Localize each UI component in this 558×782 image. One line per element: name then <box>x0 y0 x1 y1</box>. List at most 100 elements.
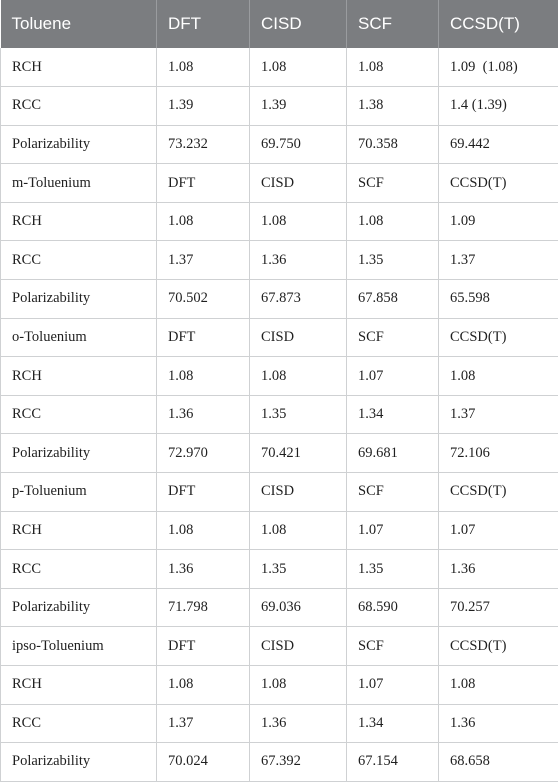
table-row: Polarizability 73.232 69.750 70.358 69.442 <box>0 125 558 165</box>
table-cell: CCSD(T) <box>438 626 558 666</box>
table-row: Polarizability 70.024 67.392 67.154 68.658 <box>0 742 558 782</box>
table-cell: 1.36 <box>249 240 347 281</box>
table-cell: 1.36 <box>438 549 558 589</box>
row-label-cell: ipso-Toluenium <box>0 626 157 666</box>
row-label-cell: p-Toluenium <box>0 472 157 512</box>
table-cell: 1.07 <box>438 511 558 551</box>
table-body: RCH 1.08 1.08 1.08 1.09 (1.08) RCC 1.39 1.39 1.3… <box>0 48 558 782</box>
header-cell-dft: DFT <box>156 0 250 48</box>
row-label-cell: RCH <box>0 511 157 551</box>
table-cell: 1.4 (1.39) <box>438 86 558 126</box>
row-label-cell: RCH <box>0 665 157 705</box>
table-row: RCC 1.37 1.36 1.34 1.36 <box>0 704 558 744</box>
table-cell: 1.08 <box>249 665 347 705</box>
row-label-cell: Polarizability <box>0 742 157 782</box>
table-cell: 1.35 <box>346 549 439 589</box>
row-label-cell: Polarizability <box>0 588 157 628</box>
table-cell: CISD <box>249 472 347 512</box>
header-cell-cisd: CISD <box>249 0 347 48</box>
table-cell: 1.08 <box>249 356 347 396</box>
table-row: RCH 1.08 1.08 1.08 1.09 <box>0 202 558 242</box>
row-label-cell: Polarizability <box>0 433 157 474</box>
table-cell: SCF <box>346 626 439 666</box>
table-cell: 72.970 <box>156 433 250 474</box>
table-row: ipso-Toluenium DFT CISD SCF CCSD(T) <box>0 626 558 666</box>
table-cell: 67.392 <box>249 742 347 782</box>
table-cell: 1.07 <box>346 665 439 705</box>
row-label-cell: RCC <box>0 704 157 744</box>
table-row: RCC 1.39 1.39 1.38 1.4 (1.39) <box>0 86 558 126</box>
table-cell: 1.36 <box>156 395 250 435</box>
table-cell: 69.681 <box>346 433 439 474</box>
table-cell: DFT <box>156 472 250 512</box>
table-cell: 1.36 <box>249 704 347 744</box>
table-cell: 1.08 <box>249 48 347 88</box>
table-cell: 1.38 <box>346 86 439 126</box>
table-cell: 1.08 <box>156 202 250 242</box>
table-row: RCH 1.08 1.08 1.07 1.08 <box>0 665 558 705</box>
table-cell: CISD <box>249 318 347 358</box>
row-label-cell: RCH <box>0 356 157 396</box>
table-cell: 1.09 <box>438 202 558 242</box>
table-row: RCH 1.08 1.08 1.07 1.07 <box>0 511 558 551</box>
table-row: RCC 1.37 1.36 1.35 1.37 <box>0 240 558 281</box>
table-row: RCC 1.36 1.35 1.34 1.37 <box>0 395 558 435</box>
table-cell: 70.358 <box>346 125 439 165</box>
table-cell: 67.873 <box>249 279 347 319</box>
table-cell: 1.36 <box>438 704 558 744</box>
table-cell: 69.750 <box>249 125 347 165</box>
table-cell: 1.39 <box>156 86 250 126</box>
table-cell: DFT <box>156 163 250 203</box>
table-cell: 70.502 <box>156 279 250 319</box>
table-cell: 1.08 <box>156 356 250 396</box>
table-cell: 1.07 <box>346 511 439 551</box>
table-cell: 1.34 <box>346 704 439 744</box>
table-cell: 1.37 <box>156 704 250 744</box>
table-cell: 70.257 <box>438 588 558 628</box>
table-cell: 1.08 <box>346 202 439 242</box>
table-cell: 1.08 <box>156 665 250 705</box>
table-cell: 68.590 <box>346 588 439 628</box>
table-cell: 70.421 <box>249 433 347 474</box>
header-cell-scf: SCF <box>346 0 439 48</box>
table-cell: 70.024 <box>156 742 250 782</box>
table-row: o-Toluenium DFT CISD SCF CCSD(T) <box>0 318 558 358</box>
table-cell: CCSD(T) <box>438 318 558 358</box>
table-cell: 1.08 <box>438 356 558 396</box>
table-cell: 1.37 <box>156 240 250 281</box>
header-cell-ccsdt: CCSD(T) <box>438 0 558 48</box>
table-row: Polarizability 71.798 69.036 68.590 70.257 <box>0 588 558 628</box>
table-row: Polarizability 70.502 67.873 67.858 65.598 <box>0 279 558 319</box>
table-row: RCC 1.36 1.35 1.35 1.36 <box>0 549 558 589</box>
table-cell: 72.106 <box>438 433 558 474</box>
row-label-cell: Polarizability <box>0 125 157 165</box>
header-row: Toluene DFT CISD SCF CCSD(T) <box>0 0 558 48</box>
table-cell: 1.07 <box>346 356 439 396</box>
table-cell: CCSD(T) <box>438 163 558 203</box>
row-label-cell: RCH <box>0 202 157 242</box>
table-cell: 1.35 <box>346 240 439 281</box>
table-cell: 1.09 (1.08) <box>438 48 558 88</box>
table-row: RCH 1.08 1.08 1.07 1.08 <box>0 356 558 396</box>
table-cell: DFT <box>156 626 250 666</box>
table-cell: 1.08 <box>249 202 347 242</box>
row-label-cell: RCH <box>0 48 157 88</box>
table-cell: 73.232 <box>156 125 250 165</box>
row-label-cell: RCC <box>0 395 157 435</box>
table-cell: 1.37 <box>438 240 558 281</box>
table-cell: 1.08 <box>156 48 250 88</box>
table-cell: 1.35 <box>249 549 347 589</box>
table-cell: 71.798 <box>156 588 250 628</box>
table-cell: CISD <box>249 163 347 203</box>
table-cell: 1.08 <box>249 511 347 551</box>
row-label-cell: RCC <box>0 86 157 126</box>
table-row: m-Toluenium DFT CISD SCF CCSD(T) <box>0 163 558 203</box>
table-cell: SCF <box>346 318 439 358</box>
table-cell: 68.658 <box>438 742 558 782</box>
table-cell: 1.37 <box>438 395 558 435</box>
row-label-cell: Polarizability <box>0 279 157 319</box>
table-cell: 1.39 <box>249 86 347 126</box>
table-cell: 1.36 <box>156 549 250 589</box>
table-cell: SCF <box>346 472 439 512</box>
